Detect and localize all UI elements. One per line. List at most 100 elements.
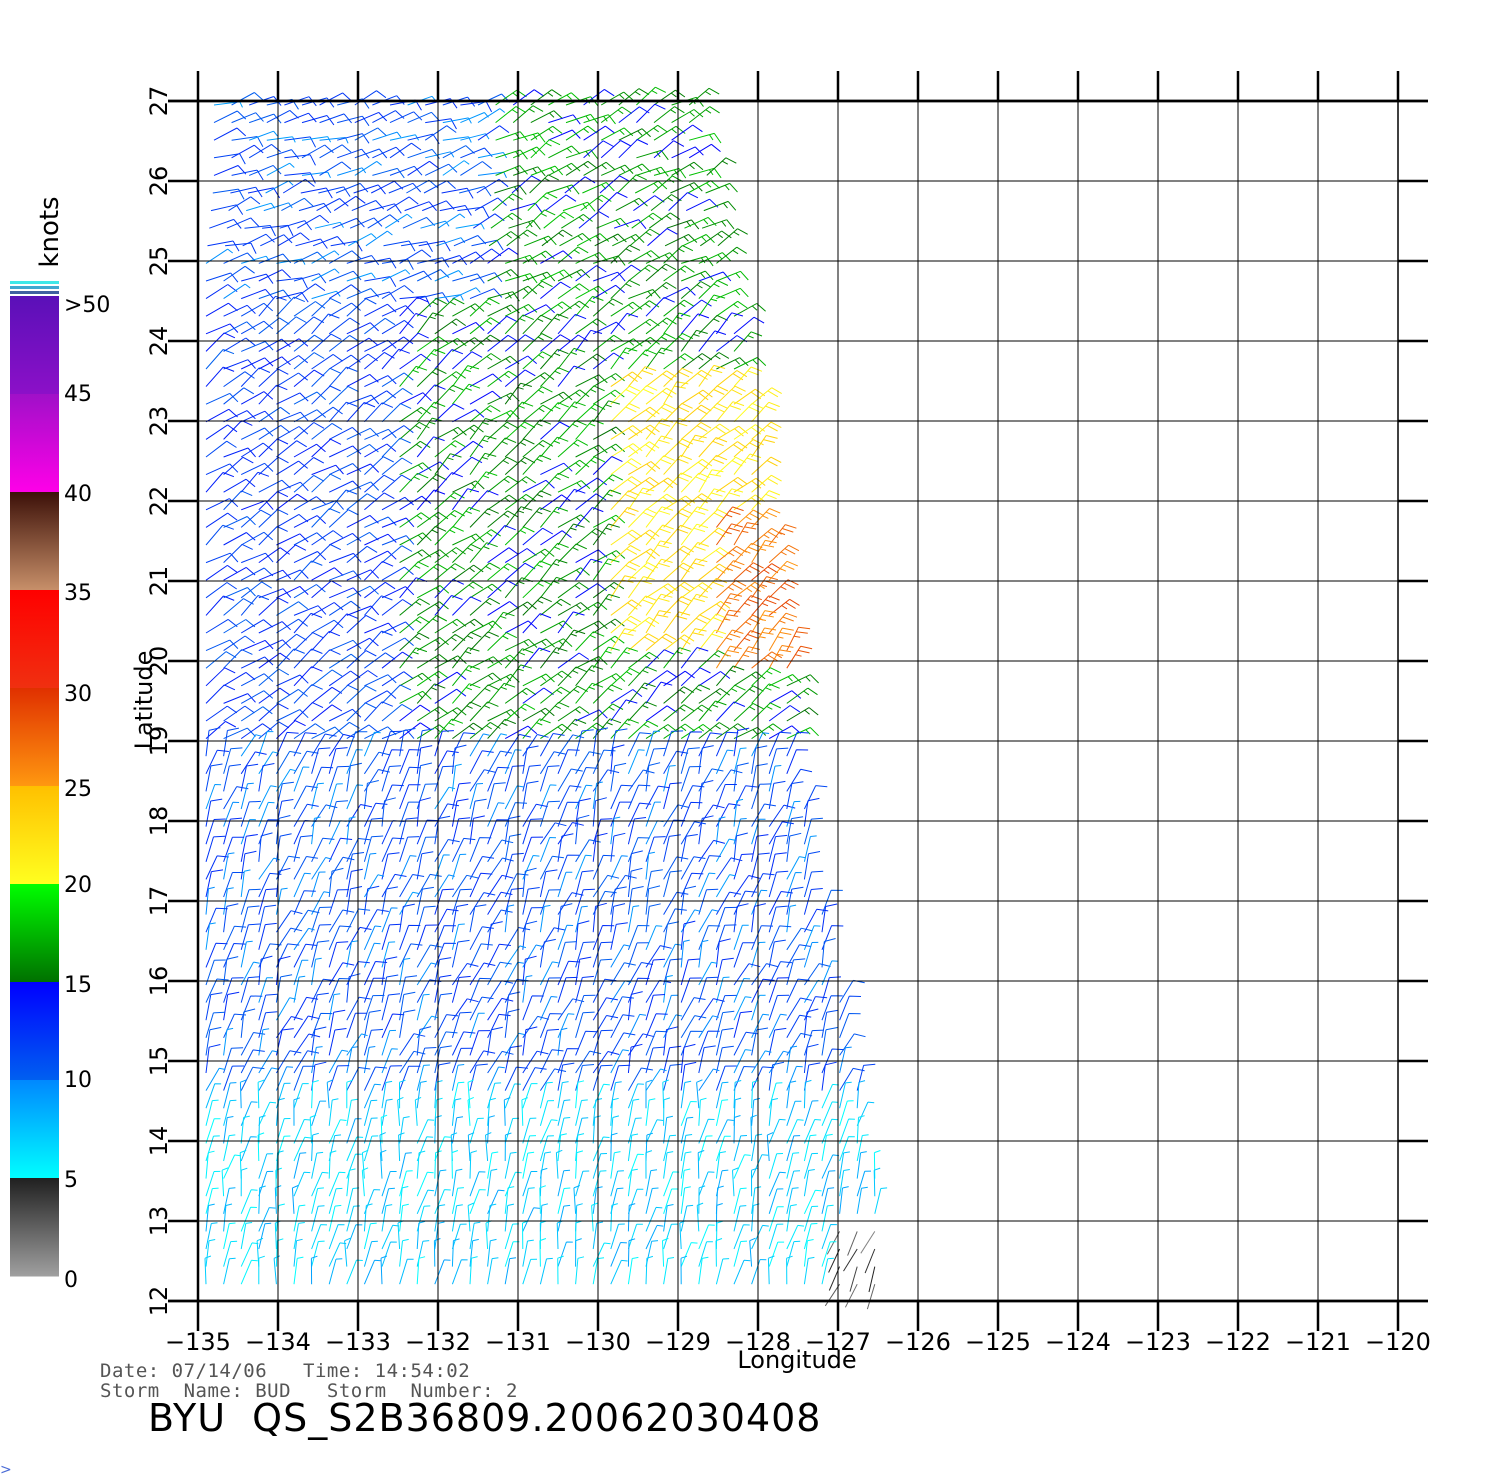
wind-barb bbox=[487, 1082, 502, 1109]
wind-barb bbox=[786, 1204, 797, 1232]
wind-barb bbox=[627, 905, 640, 933]
wind-barb bbox=[328, 941, 349, 968]
wind-barb bbox=[487, 315, 518, 335]
wind-barb bbox=[335, 182, 369, 194]
wind-barb bbox=[416, 873, 442, 898]
wind-barb bbox=[451, 1081, 465, 1109]
wind-barb bbox=[487, 1050, 514, 1074]
wind-barb bbox=[768, 994, 790, 1021]
wind-barb bbox=[364, 276, 397, 287]
wind-barb bbox=[610, 647, 639, 669]
wind-barb bbox=[698, 650, 729, 669]
wind-barb bbox=[487, 355, 520, 370]
wind-barb bbox=[618, 139, 649, 159]
wind-barb bbox=[205, 639, 239, 652]
wind-barb bbox=[610, 403, 641, 423]
wind-barb bbox=[600, 106, 633, 123]
wind-barb bbox=[680, 1116, 694, 1144]
wind-barb bbox=[540, 462, 573, 476]
wind-barb bbox=[310, 1255, 318, 1285]
wind-barb bbox=[328, 1028, 347, 1056]
wind-barb bbox=[311, 804, 338, 827]
wind-barb bbox=[733, 727, 750, 757]
wind-barb bbox=[716, 684, 746, 704]
wind-barb bbox=[803, 888, 823, 915]
wind-barb bbox=[733, 747, 747, 774]
wind-barb bbox=[522, 479, 555, 493]
wind-barb bbox=[696, 1202, 704, 1232]
wind-barb bbox=[275, 1028, 294, 1056]
wind-barb bbox=[477, 125, 510, 141]
wind-barb bbox=[680, 1204, 694, 1232]
wind-barb bbox=[319, 161, 352, 176]
wind-barb bbox=[767, 1255, 775, 1285]
time-label: Time: bbox=[303, 1360, 363, 1382]
wind-barb bbox=[803, 1189, 822, 1215]
wind-barb bbox=[240, 509, 272, 528]
wind-barb bbox=[434, 294, 464, 301]
wind-barb bbox=[258, 1185, 266, 1214]
wind-barb bbox=[240, 471, 270, 493]
wind-barb bbox=[275, 1050, 302, 1074]
wind-barb bbox=[240, 391, 274, 405]
wind-barb bbox=[436, 237, 466, 247]
wind-barb bbox=[240, 357, 274, 370]
wind-barb bbox=[223, 410, 256, 423]
wind-barb bbox=[522, 527, 554, 546]
wind-barb bbox=[223, 943, 246, 968]
wind-barb bbox=[205, 869, 224, 898]
wind-barb bbox=[265, 180, 294, 194]
wind-barb bbox=[610, 922, 628, 950]
wind-barb bbox=[557, 785, 582, 810]
x-tick-label: −128 bbox=[725, 1328, 791, 1356]
wind-barb bbox=[803, 1223, 818, 1250]
wind-barb bbox=[716, 401, 745, 423]
wind-barb bbox=[205, 1203, 215, 1232]
product-title: BYU QS_S2B36809.20062030408 bbox=[148, 1396, 822, 1440]
wind-barb bbox=[628, 461, 661, 476]
wind-barb bbox=[839, 995, 862, 1021]
wind-barb bbox=[205, 1026, 222, 1056]
wind-barb bbox=[452, 351, 483, 370]
wind-barb bbox=[522, 1258, 538, 1285]
wind-barb bbox=[856, 1115, 865, 1144]
wind-barb bbox=[469, 872, 493, 898]
wind-barb bbox=[241, 255, 271, 264]
colorbar-top-stripe bbox=[10, 291, 59, 294]
wind-barb bbox=[522, 372, 555, 388]
wind-barb bbox=[803, 908, 829, 933]
wind-barb bbox=[452, 543, 482, 563]
wind-barb bbox=[680, 667, 711, 687]
wind-barb bbox=[346, 394, 380, 405]
wind-barb bbox=[685, 198, 719, 212]
wind-barb bbox=[751, 667, 782, 687]
wind-barb bbox=[562, 201, 596, 212]
wind-barb bbox=[205, 552, 239, 564]
wind-barb bbox=[698, 1068, 720, 1091]
wind-barb bbox=[469, 769, 496, 792]
wind-barb bbox=[680, 434, 707, 458]
wind-barb bbox=[487, 709, 520, 722]
wind-barb bbox=[416, 745, 433, 774]
wind-barb bbox=[645, 747, 666, 774]
wind-barb bbox=[469, 1238, 479, 1267]
wind-barb bbox=[240, 410, 274, 423]
wind-barb bbox=[751, 1013, 770, 1039]
y-tick-label: 13 bbox=[145, 1206, 173, 1237]
wind-barb bbox=[557, 749, 580, 774]
wind-barb bbox=[504, 725, 538, 740]
colorbar-label: 0 bbox=[64, 1268, 78, 1293]
wind-barb bbox=[487, 682, 516, 704]
wind-barb bbox=[548, 145, 581, 159]
wind-barb bbox=[469, 672, 502, 687]
wind-barb bbox=[487, 750, 512, 775]
wind-barb bbox=[715, 769, 743, 792]
wind-barb bbox=[293, 1015, 320, 1039]
wind-barb bbox=[663, 508, 693, 528]
wind-barb bbox=[363, 1203, 373, 1232]
wind-barb bbox=[821, 1133, 833, 1162]
wind-barb bbox=[504, 648, 534, 669]
wind-barb bbox=[522, 1171, 538, 1197]
wind-barb bbox=[768, 524, 797, 546]
